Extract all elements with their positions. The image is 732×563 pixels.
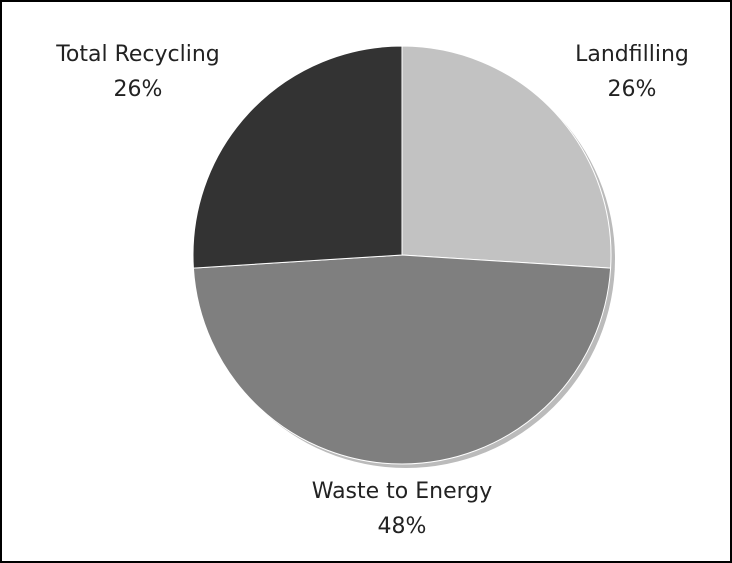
pie	[192, 45, 615, 468]
slice-label: Waste to Energy	[312, 479, 493, 504]
slice-label: Landfilling	[575, 42, 689, 67]
slice-label: Total Recycling	[55, 42, 220, 67]
slice-value-label: 26%	[114, 77, 163, 102]
slice-value-label: 48%	[378, 514, 427, 539]
pie-slice	[192, 254, 612, 465]
pie-slice	[401, 45, 612, 269]
slice-value-label: 26%	[608, 77, 657, 102]
pie-slice	[192, 45, 403, 269]
